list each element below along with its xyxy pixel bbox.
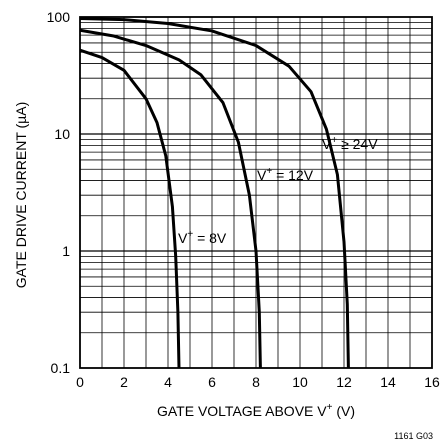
x-tick-label: 12 bbox=[336, 374, 352, 390]
x-tick-label: 8 bbox=[252, 374, 260, 390]
curves bbox=[79, 17, 350, 369]
series-label-12v: V+ = 12V bbox=[257, 166, 314, 183]
x-tick-label: 4 bbox=[164, 374, 172, 390]
y-tick-label: 10 bbox=[54, 126, 70, 142]
y-tick-label: 0.1 bbox=[51, 360, 71, 376]
x-tick-label: 0 bbox=[76, 374, 84, 390]
y-tick-label: 100 bbox=[47, 9, 71, 25]
series-line-1 bbox=[79, 48, 181, 369]
y-tick-label: 1 bbox=[62, 243, 70, 259]
series-line-2 bbox=[79, 28, 262, 369]
x-tick-label: 10 bbox=[292, 374, 308, 390]
grid bbox=[80, 17, 432, 368]
x-axis-title: GATE VOLTAGE ABOVE V+ (V) bbox=[157, 402, 355, 419]
y-axis-title: GATE DRIVE CURRENT (µA) bbox=[13, 102, 29, 288]
series-label-8v: V+ = 8V bbox=[178, 229, 227, 246]
tick-labels: 0 2 4 6 8 10 12 14 16 0.1 1 10 100 bbox=[47, 9, 440, 390]
series-labels: V+ ≥ 24V V+ = 12V V+ = 8V bbox=[178, 135, 378, 246]
figure-code: 1161 G03 bbox=[394, 431, 433, 441]
series-line-3 bbox=[79, 17, 350, 369]
x-tick-label: 6 bbox=[208, 374, 216, 390]
x-tick-label: 16 bbox=[424, 374, 440, 390]
x-tick-label: 2 bbox=[120, 374, 128, 390]
x-tick-label: 14 bbox=[380, 374, 396, 390]
series-label-24v: V+ ≥ 24V bbox=[322, 135, 378, 152]
